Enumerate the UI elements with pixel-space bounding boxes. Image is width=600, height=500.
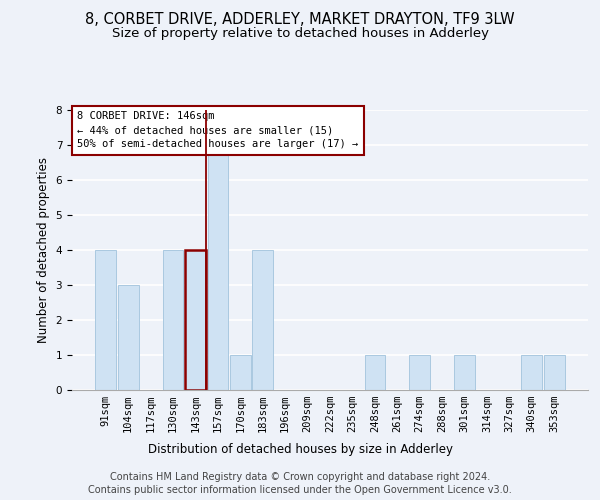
Bar	[454, 355, 475, 390]
Bar	[230, 355, 251, 390]
Text: Distribution of detached houses by size in Adderley: Distribution of detached houses by size …	[148, 442, 452, 456]
Bar	[253, 250, 273, 390]
Bar	[185, 250, 206, 390]
Text: Size of property relative to detached houses in Adderley: Size of property relative to detached ho…	[112, 28, 488, 40]
Text: Contains public sector information licensed under the Open Government Licence v3: Contains public sector information licen…	[88, 485, 512, 495]
Bar	[118, 285, 139, 390]
Bar	[95, 250, 116, 390]
Bar	[521, 355, 542, 390]
Bar	[544, 355, 565, 390]
Bar	[365, 355, 385, 390]
Bar	[409, 355, 430, 390]
Text: 8 CORBET DRIVE: 146sqm
← 44% of detached houses are smaller (15)
50% of semi-det: 8 CORBET DRIVE: 146sqm ← 44% of detached…	[77, 112, 358, 150]
Text: Contains HM Land Registry data © Crown copyright and database right 2024.: Contains HM Land Registry data © Crown c…	[110, 472, 490, 482]
Bar	[163, 250, 184, 390]
Y-axis label: Number of detached properties: Number of detached properties	[37, 157, 50, 343]
Bar	[208, 145, 228, 390]
Text: 8, CORBET DRIVE, ADDERLEY, MARKET DRAYTON, TF9 3LW: 8, CORBET DRIVE, ADDERLEY, MARKET DRAYTO…	[85, 12, 515, 28]
